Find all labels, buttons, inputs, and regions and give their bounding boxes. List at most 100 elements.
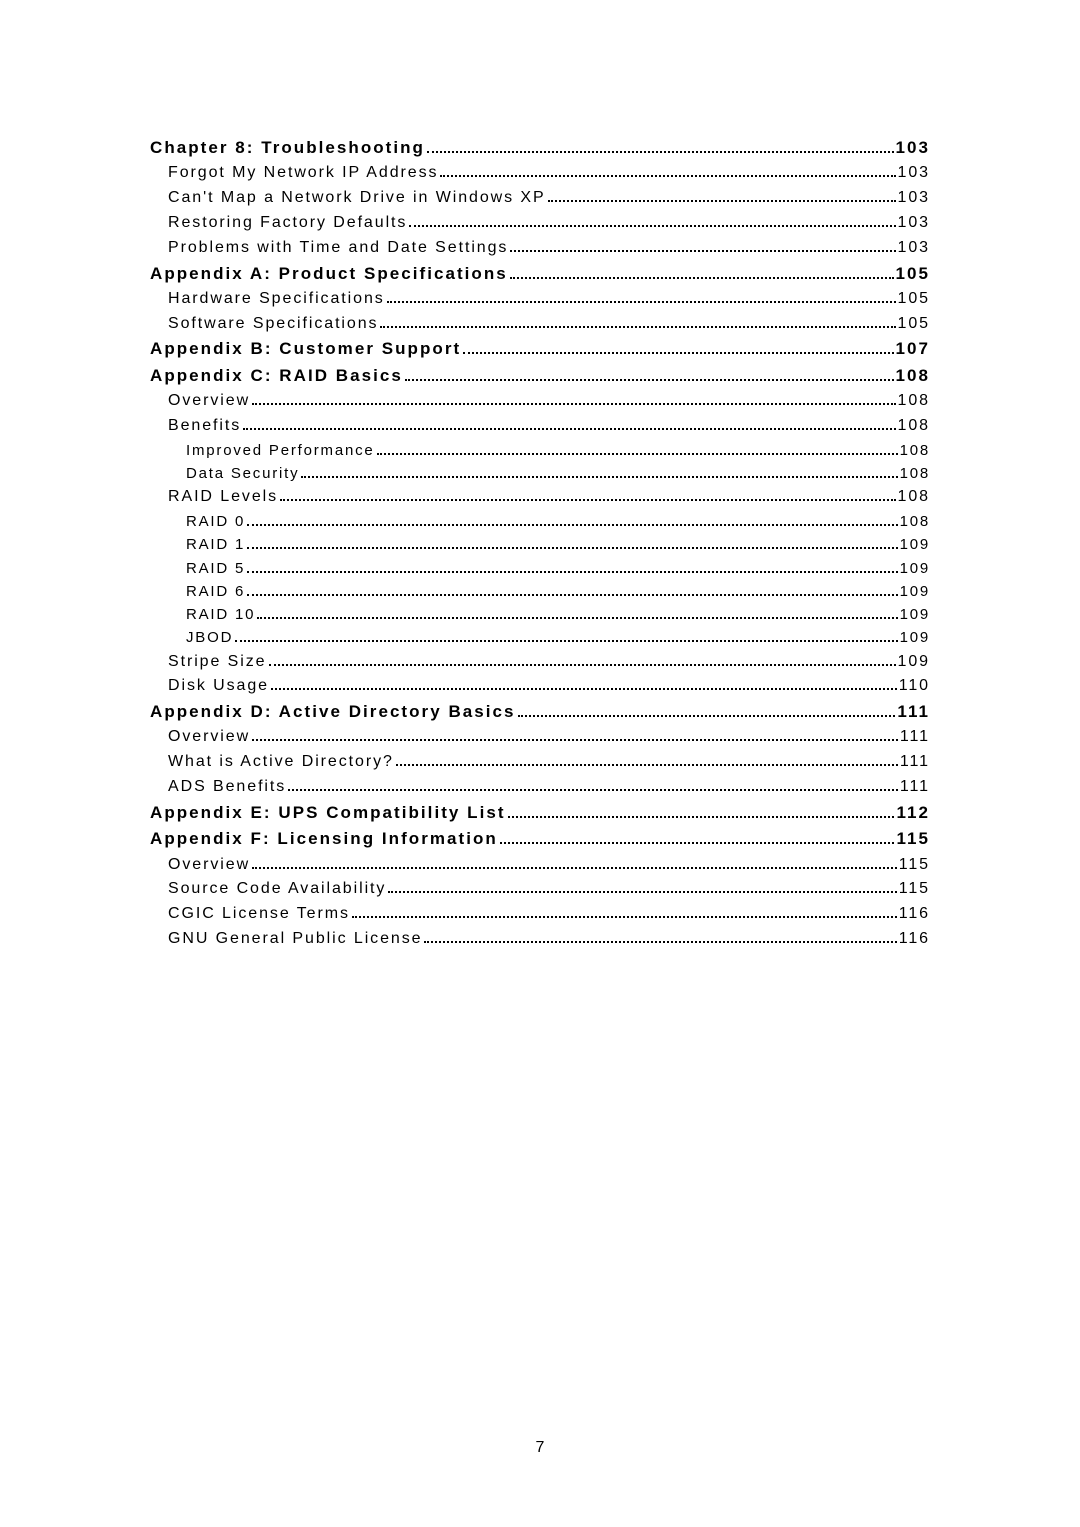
toc-leader-dots [510, 250, 895, 252]
toc-entry-page: 108 [896, 363, 930, 389]
toc-entry-page: 108 [900, 510, 930, 533]
toc-leader-dots [387, 301, 896, 303]
toc-entry-page: 103 [898, 211, 930, 236]
toc-entry-page: 112 [896, 800, 930, 826]
toc-entry: Overview 115 [168, 853, 930, 878]
toc-entry-label: Can't Map a Network Drive in Windows XP [168, 186, 546, 211]
toc-leader-dots [235, 640, 897, 642]
toc-leader-dots [247, 571, 897, 573]
toc-entry: RAID 10109 [186, 603, 930, 626]
toc-entry: Stripe Size 109 [168, 650, 930, 675]
toc-entry-page: 111 [900, 725, 930, 750]
toc-entry-label: Stripe Size [168, 650, 267, 675]
toc-entry-label: Appendix D: Active Directory Basics [150, 699, 516, 725]
toc-entry: Improved Performance108 [186, 439, 930, 462]
toc-entry: Hardware Specifications 105 [168, 287, 930, 312]
toc-entry: Overview108 [168, 389, 930, 414]
toc-entry-page: 105 [898, 287, 930, 312]
toc-entry: Problems with Time and Date Settings 103 [168, 236, 930, 261]
toc-entry-page: 109 [900, 603, 930, 626]
toc-entry: Appendix E: UPS Compatibility List 112 [150, 800, 930, 826]
toc-entry-label: Chapter 8: Troubleshooting [150, 135, 425, 161]
toc-entry-label: Restoring Factory Defaults [168, 211, 407, 236]
toc-entry-page: 116 [899, 927, 930, 952]
toc-entry: Appendix F: Licensing Information115 [150, 826, 930, 852]
toc-leader-dots [252, 867, 897, 869]
toc-leader-dots [247, 524, 897, 526]
toc-entry-label: JBOD [186, 626, 233, 649]
toc-leader-dots [548, 200, 896, 202]
toc-entry: Can't Map a Network Drive in Windows XP1… [168, 186, 930, 211]
toc-leader-dots [377, 453, 898, 455]
toc-entry: Benefits108 [168, 414, 930, 439]
toc-entry-page: 111 [900, 750, 930, 775]
toc-entry: What is Active Directory? 111 [168, 750, 930, 775]
toc-entry-label: Disk Usage [168, 674, 269, 699]
toc-entry: RAID 1109 [186, 533, 930, 556]
toc-entry-label: Appendix F: Licensing Information [150, 826, 498, 852]
toc-entry-label: Appendix B: Customer Support [150, 336, 461, 362]
toc-entry-label: Hardware Specifications [168, 287, 385, 312]
toc-entry: CGIC License Terms116 [168, 902, 930, 927]
toc-entry-page: 108 [898, 485, 930, 510]
toc-entry-label: RAID Levels [168, 485, 278, 510]
toc-entry-label: Improved Performance [186, 439, 375, 462]
toc-entry: Data Security108 [186, 462, 930, 485]
toc-container: Chapter 8: Troubleshooting 103 Forgot My N… [0, 0, 1080, 952]
toc-leader-dots [271, 688, 897, 690]
toc-entry: RAID Levels 108 [168, 485, 930, 510]
toc-entry-label: Appendix A: Product Specifications [150, 261, 508, 287]
toc-leader-dots [518, 715, 896, 717]
toc-leader-dots [510, 277, 894, 279]
toc-entry-label: Appendix E: UPS Compatibility List [150, 800, 506, 826]
toc-entry: Appendix B: Customer Support 107 [150, 336, 930, 362]
toc-entry: Appendix C: RAID Basics 108 [150, 363, 930, 389]
toc-entry: Restoring Factory Defaults 103 [168, 211, 930, 236]
toc-entry-label: ADS Benefits [168, 775, 286, 800]
toc-entry-label: Software Specifications [168, 312, 378, 337]
toc-entry: GNU General Public License116 [168, 927, 930, 952]
toc-leader-dots [388, 891, 896, 893]
toc-entry: RAID 5109 [186, 557, 930, 580]
toc-leader-dots [500, 842, 895, 844]
toc-leader-dots [405, 379, 894, 381]
toc-entry-page: 111 [900, 775, 930, 800]
toc-entry-page: 110 [899, 674, 930, 699]
toc-leader-dots [257, 617, 897, 619]
toc-entry-page: 109 [900, 626, 930, 649]
toc-entry-page: 107 [896, 336, 930, 362]
toc-entry: Appendix D: Active Directory Basics111 [150, 699, 930, 725]
toc-entry-page: 115 [899, 853, 930, 878]
toc-entry: RAID 0 108 [186, 510, 930, 533]
toc-entry-page: 105 [898, 312, 930, 337]
toc-leader-dots [427, 151, 894, 153]
toc-entry: Disk Usage 110 [168, 674, 930, 699]
toc-entry-page: 105 [896, 261, 930, 287]
toc-leader-dots [252, 403, 895, 405]
toc-entry-label: Data Security [186, 462, 299, 485]
toc-entry-label: RAID 0 [186, 510, 245, 533]
toc-entry-label: What is Active Directory? [168, 750, 394, 775]
toc-leader-dots [247, 594, 897, 596]
toc-entry-page: 103 [898, 161, 930, 186]
toc-entry-page: 116 [899, 902, 930, 927]
toc-entry-page: 115 [899, 877, 930, 902]
toc-entry-label: Appendix C: RAID Basics [150, 363, 403, 389]
toc-entry-label: Source Code Availability [168, 877, 386, 902]
toc-entry-label: Overview [168, 725, 250, 750]
toc-leader-dots [424, 941, 896, 943]
toc-leader-dots [252, 739, 898, 741]
toc-entry-page: 109 [898, 650, 930, 675]
toc-leader-dots [269, 664, 896, 666]
toc-entry-page: 103 [898, 236, 930, 261]
toc-entry-label: Overview [168, 853, 250, 878]
toc-leader-dots [352, 916, 897, 918]
toc-entry-page: 108 [898, 414, 930, 439]
toc-entry: RAID 6109 [186, 580, 930, 603]
toc-leader-dots [396, 764, 898, 766]
toc-entry: Source Code Availability 115 [168, 877, 930, 902]
toc-entry-label: Problems with Time and Date Settings [168, 236, 508, 261]
page-number: 7 [0, 1439, 1080, 1457]
toc-entry-label: Forgot My Network IP Address [168, 161, 438, 186]
toc-entry: Overview 111 [168, 725, 930, 750]
